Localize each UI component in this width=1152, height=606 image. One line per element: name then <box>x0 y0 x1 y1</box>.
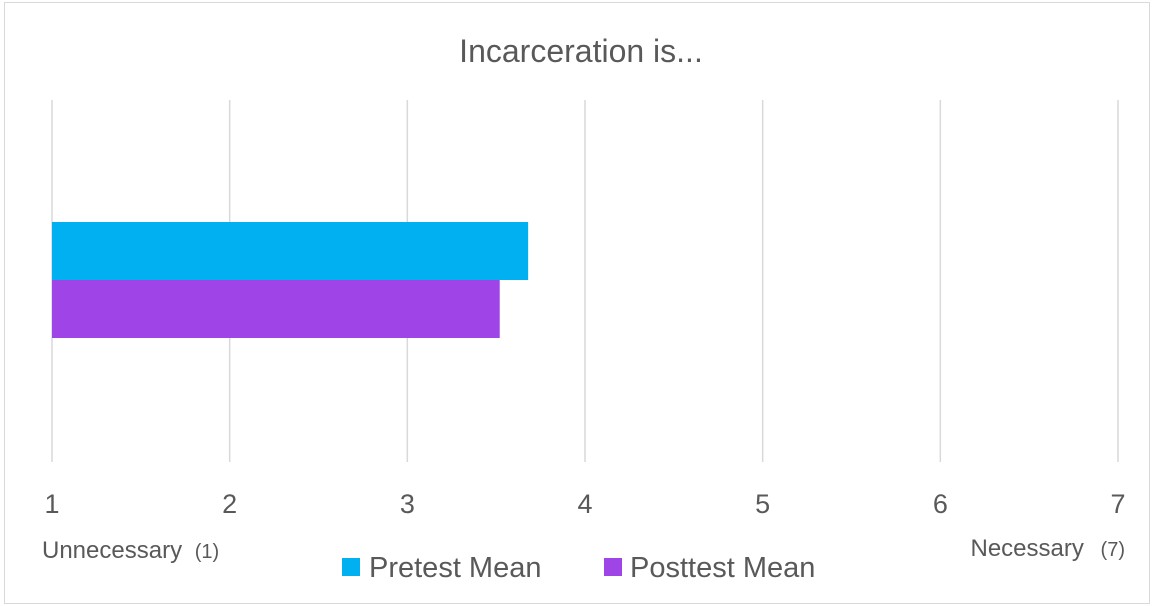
x-tick-label: 3 <box>400 489 415 519</box>
low-end-label-value: (1) <box>195 541 219 563</box>
legend-swatch-pretest <box>342 558 360 576</box>
bars <box>52 222 529 338</box>
x-tick-label: 5 <box>755 489 770 519</box>
legend-swatch-posttest <box>604 558 622 576</box>
x-tick-label: 6 <box>933 489 948 519</box>
bar-posttest-mean <box>52 280 500 338</box>
legend-label-posttest: Posttest Mean <box>630 552 815 584</box>
gridlines <box>51 100 1119 462</box>
x-tick-label: 7 <box>1110 489 1125 519</box>
x-tick-label: 4 <box>577 489 592 519</box>
high-end-label-text: Necessary <box>971 535 1084 562</box>
x-tick-label: 2 <box>222 489 237 519</box>
legend-label-pretest: Pretest Mean <box>369 552 541 584</box>
chart-title: Incarceration is... <box>459 33 703 69</box>
x-axis-ticks: 1 2 3 4 5 6 7 <box>44 489 1125 519</box>
low-end-label: Unnecessary (1) <box>42 537 219 564</box>
high-end-label: Necessary (7) <box>971 535 1126 562</box>
bar-pretest-mean <box>52 222 529 280</box>
high-end-label-value: (7) <box>1101 539 1125 561</box>
low-end-label-text: Unnecessary <box>42 537 182 564</box>
x-tick-label: 1 <box>44 489 59 519</box>
legend: Pretest Mean Posttest Mean <box>342 552 815 584</box>
